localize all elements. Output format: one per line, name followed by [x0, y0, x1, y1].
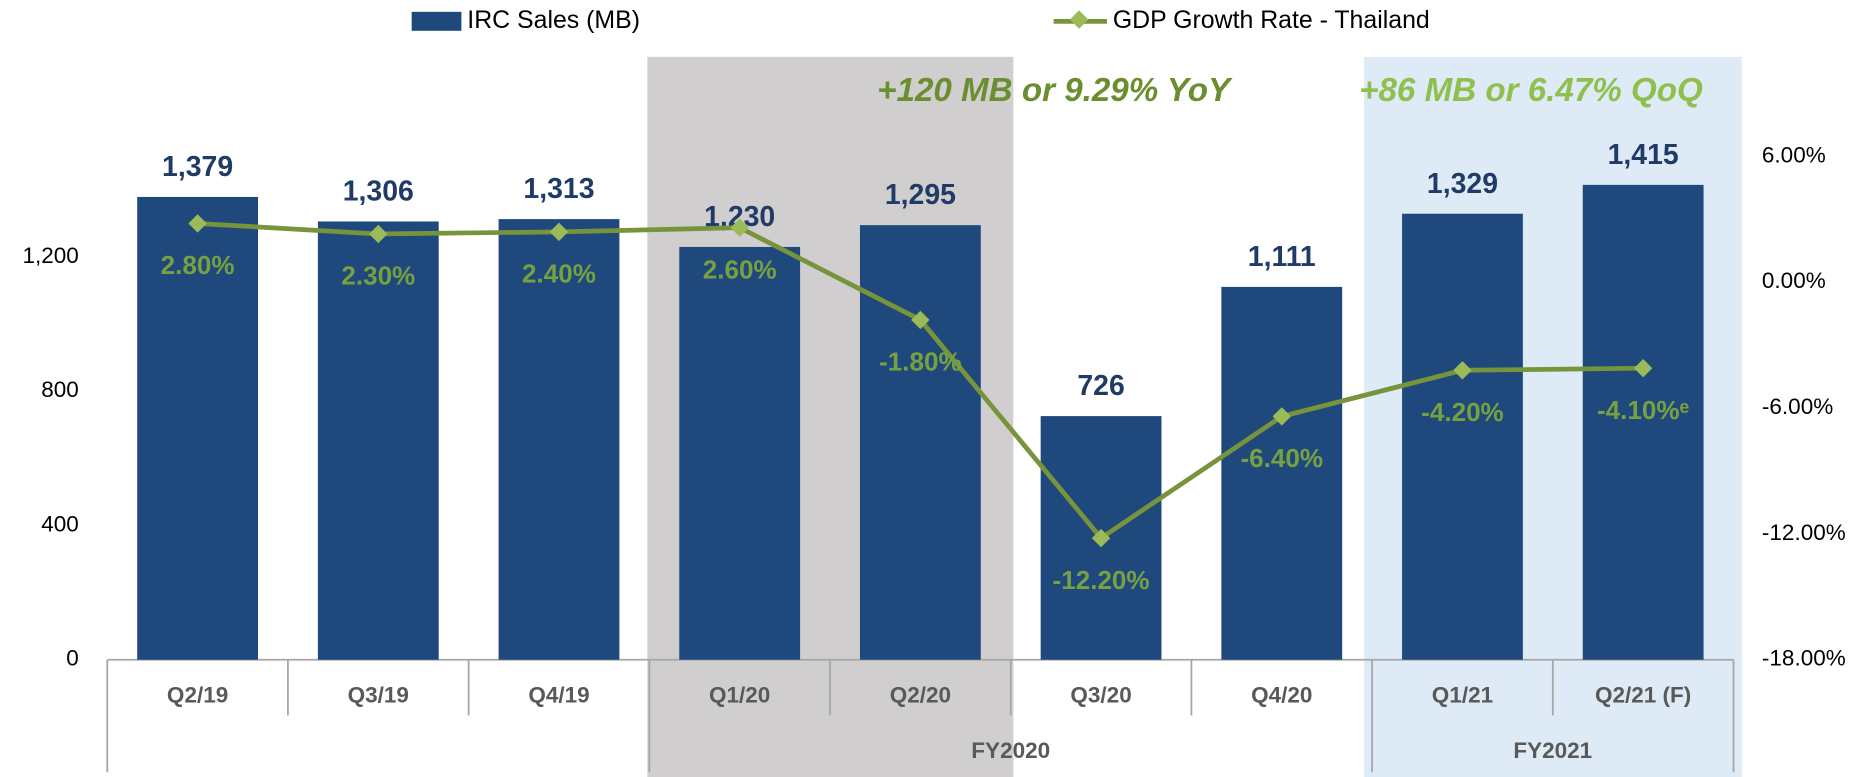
bar-value-label: 1,415 [1608, 139, 1679, 171]
bar-value-label: 1,313 [523, 173, 594, 205]
bar [137, 196, 259, 660]
x-tick-label: Q4/20 [1251, 682, 1312, 707]
x-tick-label: Q1/20 [709, 682, 770, 707]
bar [498, 219, 620, 660]
x-tick-label: Q3/19 [348, 682, 409, 707]
x-tick-label: Q2/19 [167, 682, 228, 707]
annotation: +86 MB or 6.47% QoQ [1359, 72, 1703, 109]
bar-value-label: 1,295 [885, 179, 956, 211]
line-value-label: 2.60% [703, 254, 777, 284]
annotation: +120 MB or 9.29% YoY [877, 72, 1233, 109]
bar-value-label: 726 [1077, 370, 1124, 402]
line-value-label: 2.80% [161, 250, 235, 280]
legend-swatch [411, 11, 462, 31]
line-marker [188, 214, 207, 233]
x-tick-label: Q3/20 [1070, 682, 1131, 707]
line-value-label: 2.30% [341, 261, 415, 291]
line-value-label: -12.20% [1053, 565, 1150, 595]
group-label: FY2021 [1513, 738, 1592, 763]
legend-marker [1069, 10, 1089, 29]
line-value-label: -6.40% [1241, 443, 1324, 473]
x-tick-label: Q2/21 (F) [1595, 682, 1691, 707]
group-label: FY2020 [971, 738, 1050, 763]
legend-label: GDP Growth Rate - Thailand [1113, 6, 1430, 34]
line-marker [1272, 407, 1291, 426]
bar-value-label: 1,306 [343, 176, 414, 208]
bar [1402, 213, 1523, 660]
line-value-label: 2.40% [522, 259, 596, 289]
y-tick-label: 800 [41, 377, 79, 402]
bar [317, 221, 439, 660]
bar [1582, 184, 1704, 660]
bar-value-label: 1,379 [162, 151, 233, 183]
y-tick-label: 0 [66, 646, 79, 671]
y2-tick-label: -12.00% [1762, 520, 1846, 545]
line-value-label: -1.80% [879, 347, 962, 377]
line-marker [549, 222, 569, 242]
y2-tick-label: 0.00% [1762, 268, 1826, 293]
bar [679, 246, 801, 660]
x-tick-label: Q4/19 [528, 682, 589, 707]
legend-label: IRC Sales (MB) [467, 6, 640, 34]
x-tick-label: Q2/20 [890, 682, 951, 707]
y2-tick-label: -18.00% [1762, 646, 1846, 671]
line-value-label: -4.10%ᵉ [1597, 395, 1690, 425]
y2-tick-label: -6.00% [1762, 394, 1833, 419]
x-tick-label: Q1/21 [1432, 682, 1493, 707]
bar [1221, 286, 1343, 660]
bar [859, 225, 981, 660]
bar-value-label: 1,329 [1427, 168, 1498, 200]
y-tick-label: 1,200 [23, 243, 79, 268]
line-value-label: -4.20% [1421, 397, 1504, 427]
y2-tick-label: 6.00% [1762, 142, 1826, 167]
line-marker [730, 218, 749, 237]
y-tick-label: 400 [41, 511, 79, 536]
bar-value-label: 1,111 [1248, 241, 1316, 273]
